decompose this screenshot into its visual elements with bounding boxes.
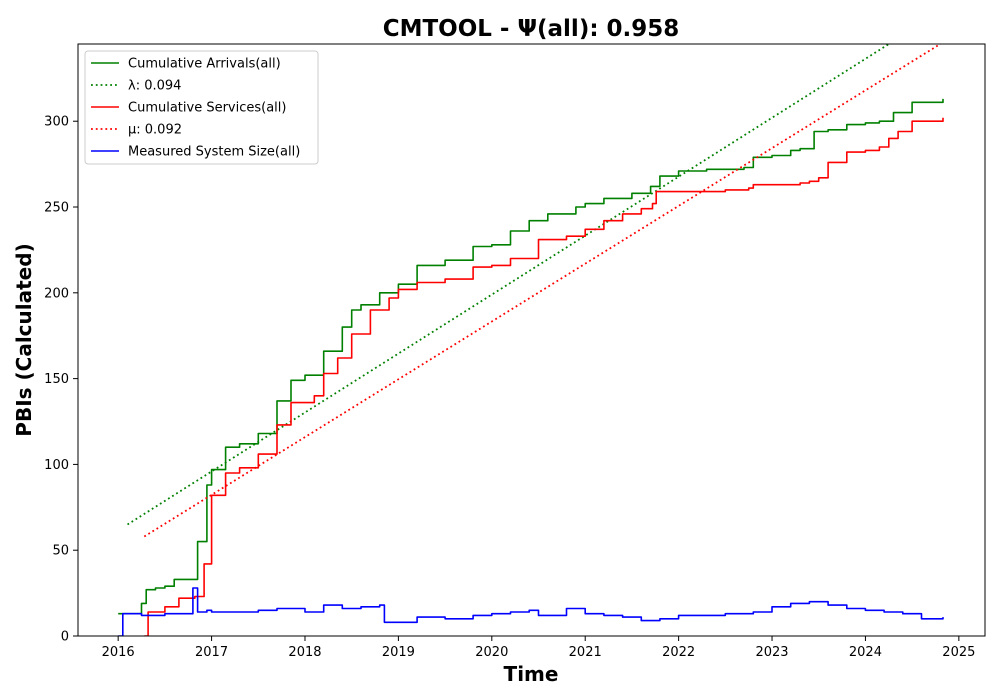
x-axis-title: Time <box>504 662 559 686</box>
x-tick-label: 2022 <box>662 645 695 660</box>
x-tick-label: 2016 <box>102 645 135 660</box>
x-tick-label: 2023 <box>755 645 788 660</box>
x-tick-label: 2017 <box>195 645 228 660</box>
x-tick-label: 2018 <box>288 645 321 660</box>
legend-label: Measured System Size(all) <box>128 145 300 160</box>
y-tick-label: 0 <box>61 630 69 645</box>
y-tick-label: 300 <box>44 115 69 130</box>
y-tick-label: 150 <box>44 372 69 387</box>
plot-frame <box>77 43 986 637</box>
legend-box <box>84 50 319 165</box>
x-tick-label: 2020 <box>475 645 508 660</box>
series-line-cumulative-services-all <box>144 117 944 636</box>
series-line-measured-system-size-all <box>118 587 944 636</box>
x-tick-label: 2021 <box>569 645 602 660</box>
series-line-cumulative-arrivals-all <box>118 98 944 615</box>
series-line-0-092 <box>143 44 943 538</box>
x-tick-label: 2025 <box>942 645 975 660</box>
x-tick-label: 2019 <box>382 645 415 660</box>
legend-label: Cumulative Arrivals(all) <box>128 57 281 72</box>
legend: Cumulative Arrivals(all) λ: 0.094 Cumulati… <box>84 50 319 165</box>
x-tick-label: 2024 <box>849 645 882 660</box>
axis-ticks: 2016 2017 2018 2019 2020 2021 2022 2023 2024 2025… <box>44 115 975 660</box>
legend-label: λ: 0.094 <box>128 79 181 94</box>
y-tick-label: 200 <box>44 286 69 301</box>
chart-title: CMTOOL - Ψ(all): 0.958 <box>383 16 680 42</box>
plot-area <box>118 44 944 636</box>
legend-label: Cumulative Services(all) <box>128 101 286 116</box>
y-tick-label: 250 <box>44 201 69 216</box>
y-tick-label: 100 <box>44 458 69 473</box>
y-tick-label: 50 <box>52 544 69 559</box>
legend-label: μ: 0.092 <box>128 123 182 138</box>
y-axis-title: PBIs (Calculated) <box>12 243 36 436</box>
